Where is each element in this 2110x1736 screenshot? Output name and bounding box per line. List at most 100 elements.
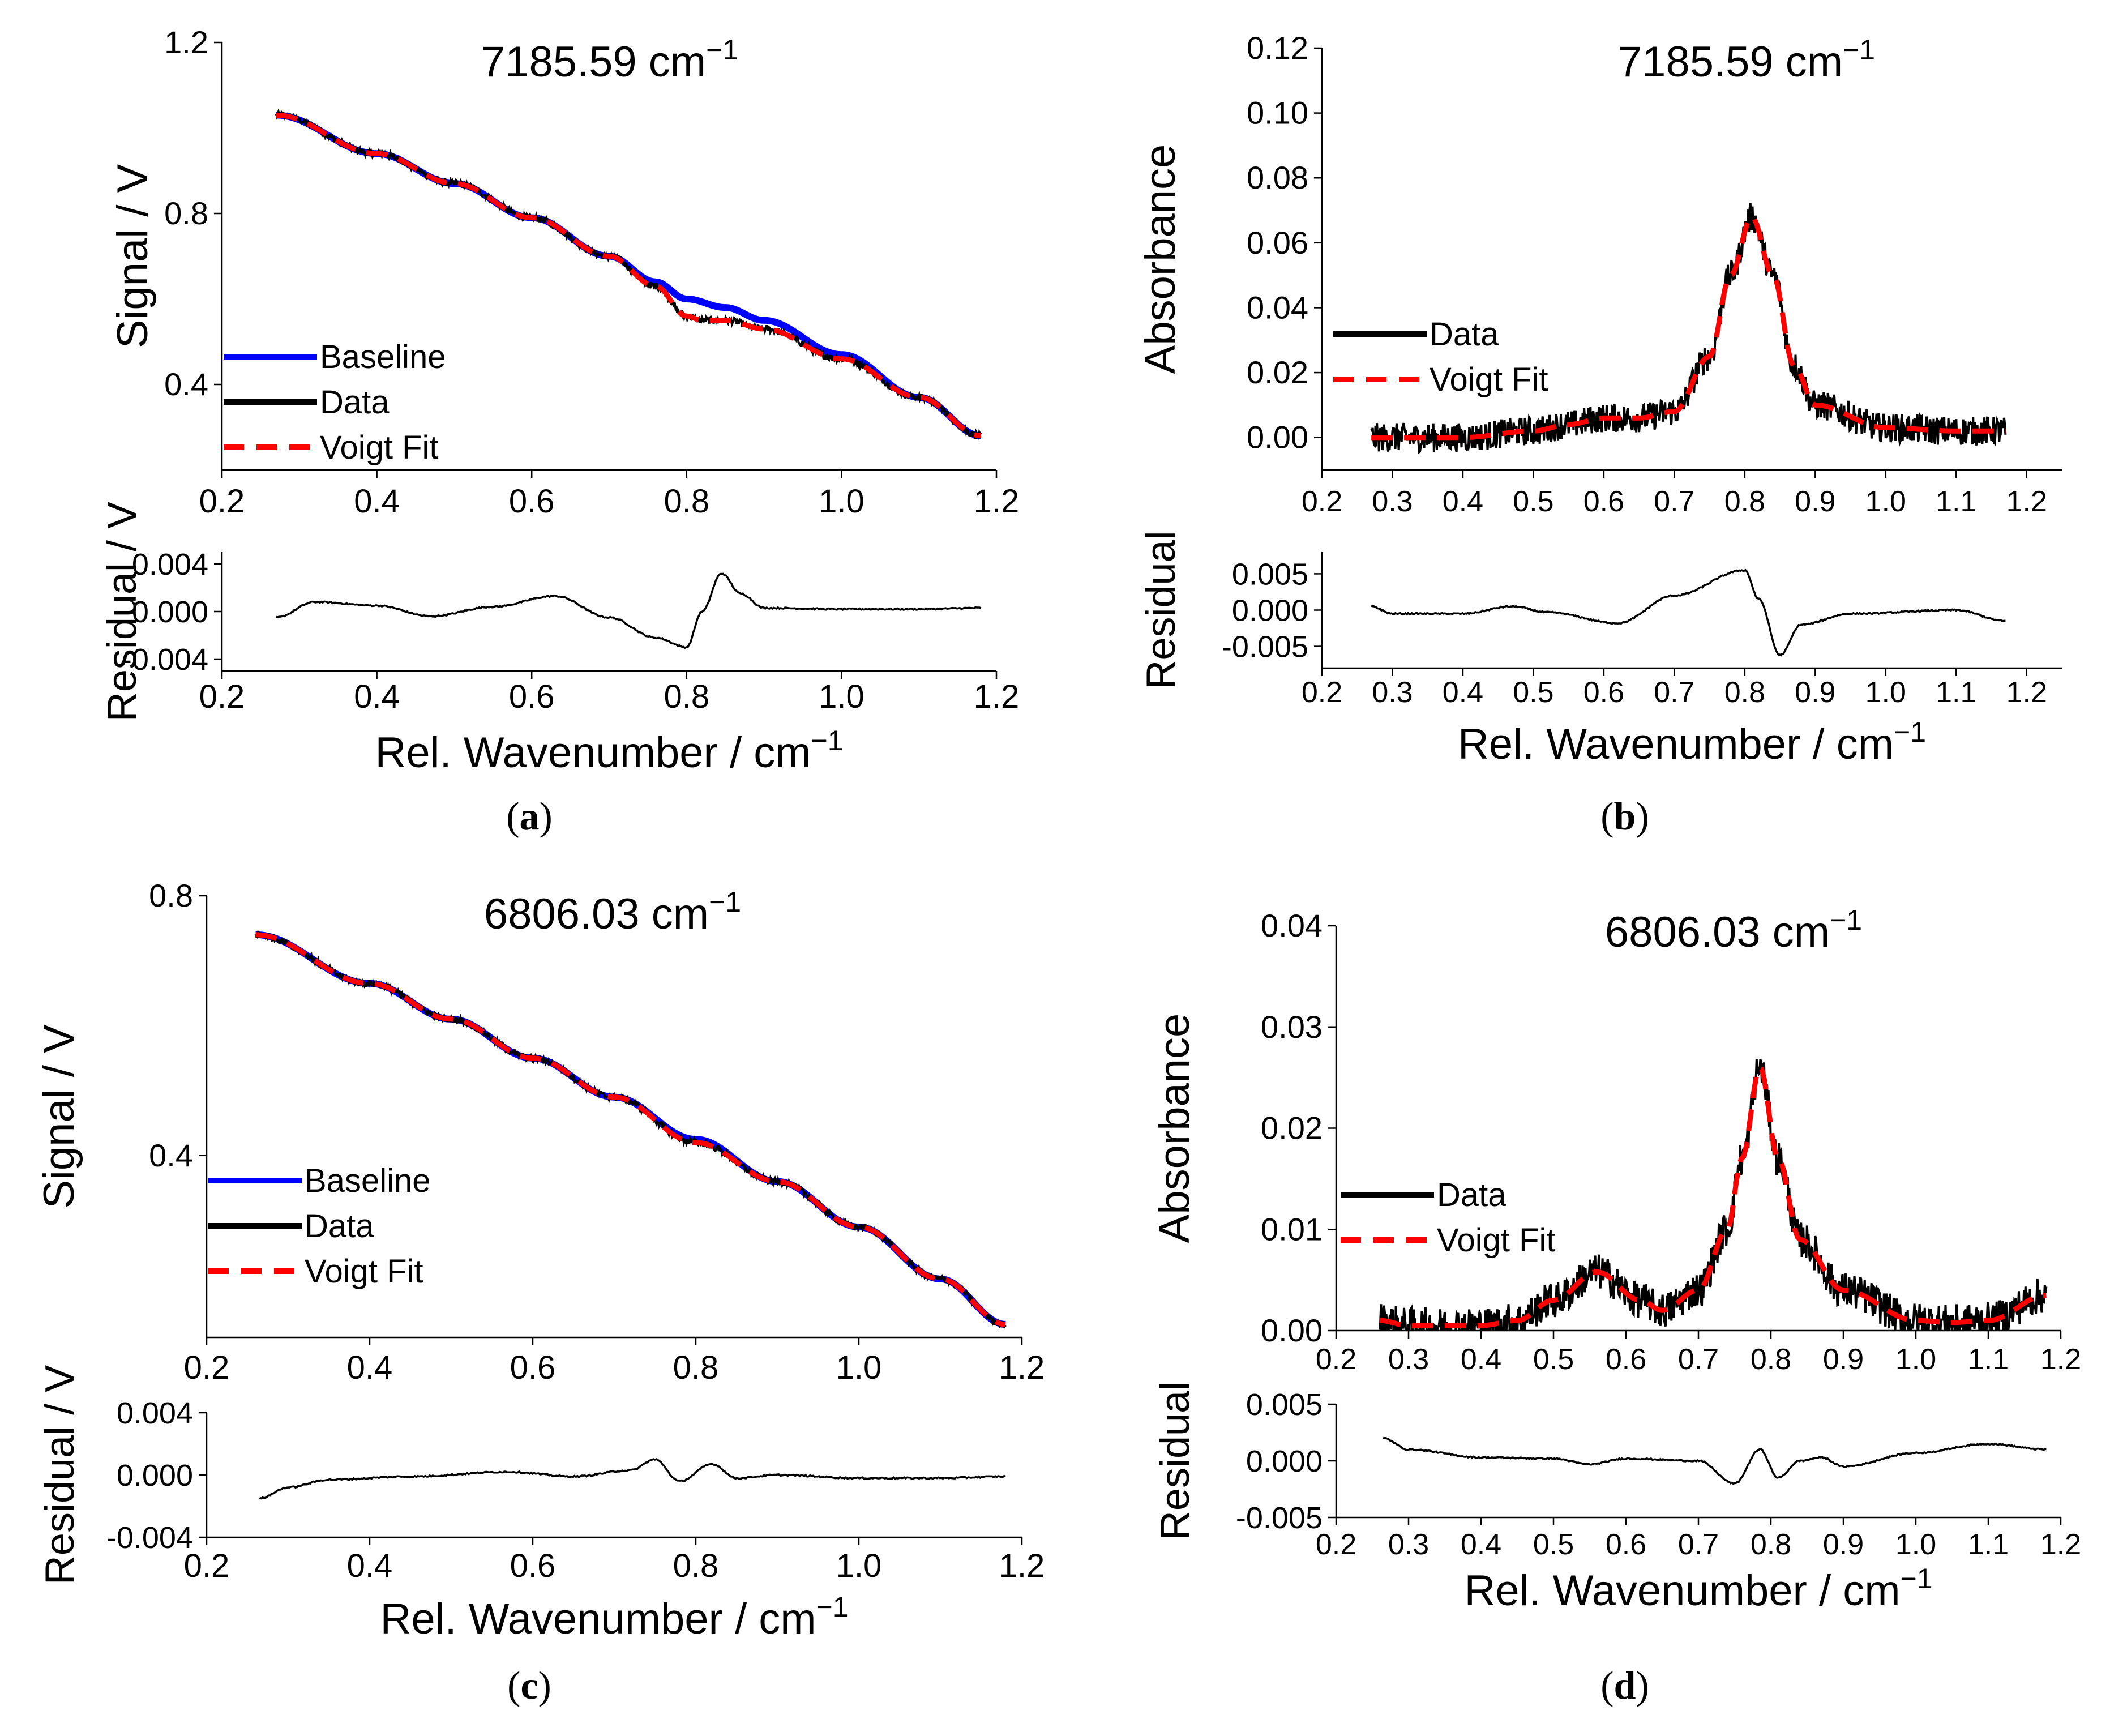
x-tick-label: 0.4: [1461, 1343, 1501, 1376]
residual-x-tick-label: 0.8: [1751, 1528, 1791, 1561]
y-tick-label: 0.02: [1247, 354, 1308, 390]
residual-x-tick-label: 0.8: [673, 1547, 719, 1584]
residual-x-tick-label: 1.2: [974, 678, 1020, 715]
residual-y-tick-label: -0.005: [1236, 1501, 1323, 1535]
x-axis-label-sup: −1: [1894, 716, 1926, 748]
x-tick-label: 0.9: [1823, 1343, 1864, 1376]
legend-label: Voigt Fit: [1430, 361, 1548, 398]
x-tick-label: 1.2: [2006, 485, 2047, 518]
legend-label: Baseline: [305, 1162, 430, 1199]
residual-y-tick-label: 0.005: [1232, 557, 1308, 591]
caption-open: (: [507, 1664, 520, 1708]
y-tick-label: 0.00: [1261, 1312, 1323, 1348]
x-tick-label: 0.3: [1372, 485, 1413, 518]
x-tick-label: 1.2: [999, 1349, 1045, 1386]
chart-title: 7185.59 cm−1: [481, 34, 738, 86]
caption-open: (: [1600, 795, 1613, 839]
caption-close: ): [540, 795, 553, 839]
residual-y-axis-label: Residual / V: [100, 502, 145, 721]
caption-letter: b: [1614, 795, 1636, 839]
chart-title-sup: −1: [709, 886, 741, 918]
residual-y-axis-label: Residual: [1153, 1382, 1198, 1540]
residual-x-tick-label: 0.9: [1795, 676, 1835, 709]
legend-label: Data: [320, 384, 390, 421]
y-tick-label: 0.02: [1261, 1110, 1323, 1146]
x-tick-label: 0.5: [1533, 1343, 1574, 1376]
residual-x-tick-label: 0.8: [1724, 676, 1765, 709]
x-axis-label-text: Rel. Wavenumber / cm: [1464, 1567, 1900, 1615]
y-tick-label: 0.8: [149, 878, 193, 913]
legend-label: Data: [1437, 1177, 1506, 1213]
residual-y-tick-label: -0.004: [122, 643, 208, 677]
x-tick-label: 0.8: [1724, 485, 1765, 518]
residual-y-tick-label: 0.000: [1246, 1444, 1323, 1478]
x-tick-label: 0.4: [1443, 485, 1483, 518]
residual-x-tick-label: 1.0: [1895, 1528, 1936, 1561]
caption-letter: a: [520, 795, 540, 839]
residual-x-tick-label: 1.2: [2006, 676, 2047, 709]
x-tick-label: 0.2: [1302, 485, 1342, 518]
y-tick-label: 0.08: [1247, 160, 1308, 195]
series-data-line: [275, 108, 982, 441]
residual-line: [1371, 568, 2006, 657]
panel-caption: (c): [507, 1664, 551, 1708]
chart-title: 6806.03 cm−1: [484, 886, 741, 938]
x-axis-label-text: Rel. Wavenumber / cm: [1458, 720, 1894, 768]
residual-y-axis-label: Residual: [1139, 531, 1184, 689]
panel-c: 0.2 0.2 0.4 0.4 0.6 0.6 0.8 0.8 1.0 1.0 1.2 1.2 0.4 0…: [35, 878, 1045, 1708]
x-axis-label-sup: −1: [811, 725, 844, 756]
residual-x-tick-label: 0.2: [1302, 676, 1342, 709]
panel-caption: (a): [506, 795, 553, 839]
y-tick-label: 0.06: [1247, 225, 1308, 260]
chart-title: 6806.03 cm−1: [1605, 904, 1862, 956]
legend-label: Voigt Fit: [1437, 1222, 1556, 1259]
chart-title-sup: −1: [706, 34, 738, 66]
y-tick-label: 0.01: [1261, 1211, 1323, 1247]
caption-close: ): [1636, 1664, 1649, 1708]
residual-x-tick-label: 1.0: [1865, 676, 1906, 709]
legend-label: Data: [305, 1208, 374, 1245]
x-tick-label: 1.0: [819, 483, 864, 520]
y-tick-label: 0.4: [164, 366, 208, 402]
x-tick-label: 1.2: [2040, 1343, 2081, 1376]
panel-b: 0.2 0.2 0.3 0.3 0.4 0.4 0.5 0.5 0.6 0.6 0.7 0.7 0.8 0…: [1136, 30, 2062, 839]
x-tick-label: 0.9: [1795, 485, 1835, 518]
legend-label: Voigt Fit: [320, 429, 439, 466]
chart-title-text: 6806.03 cm: [1605, 908, 1830, 956]
residual-x-tick-label: 0.4: [1461, 1528, 1501, 1561]
y-tick-label: 0.4: [149, 1138, 193, 1173]
x-axis-label-text: Rel. Wavenumber / cm: [375, 729, 811, 777]
residual-y-tick-label: 0.000: [1232, 594, 1308, 628]
residual-y-tick-label: -0.004: [106, 1521, 193, 1555]
residual-x-tick-label: 0.2: [184, 1547, 230, 1584]
x-tick-label: 0.6: [509, 483, 555, 520]
y-tick-label: 0.03: [1261, 1009, 1323, 1045]
chart-title-text: 7185.59 cm: [1618, 38, 1843, 86]
residual-x-tick-label: 1.2: [999, 1547, 1045, 1584]
residual-x-tick-label: 0.4: [347, 1547, 393, 1584]
x-axis-label: Rel. Wavenumber / cm−1: [375, 725, 843, 777]
y-tick-label: 0.8: [164, 195, 208, 231]
series-data-line: [1370, 203, 2007, 454]
x-tick-label: 1.2: [974, 483, 1020, 520]
residual-x-tick-label: 0.6: [509, 678, 555, 715]
y-axis-label: Absorbance: [1150, 1014, 1199, 1243]
residual-x-tick-label: 0.6: [1606, 1528, 1646, 1561]
legend-label: Baseline: [320, 339, 446, 375]
residual-x-tick-label: 0.2: [1316, 1528, 1356, 1561]
x-tick-label: 0.8: [1751, 1343, 1791, 1376]
residual-y-axis-label: Residual / V: [37, 1365, 83, 1585]
caption-open: (: [506, 795, 519, 839]
x-tick-label: 0.8: [664, 483, 709, 520]
residual-x-tick-label: 0.5: [1533, 1528, 1574, 1561]
panel-a: 0.2 0.2 0.4 0.4 0.6 0.6 0.8 0.8 1.0 1.0 1.2 1.2 0.4 0…: [100, 24, 1019, 839]
x-tick-label: 1.0: [1865, 485, 1906, 518]
y-tick-label: 0.12: [1247, 30, 1308, 66]
residual-x-tick-label: 0.6: [510, 1547, 556, 1584]
x-tick-label: 0.8: [673, 1349, 719, 1386]
series-voigt-fit-line: [1371, 213, 2006, 441]
x-tick-label: 0.2: [1316, 1343, 1356, 1376]
y-tick-label: 0.00: [1247, 420, 1308, 455]
x-tick-label: 1.1: [1936, 485, 1976, 518]
